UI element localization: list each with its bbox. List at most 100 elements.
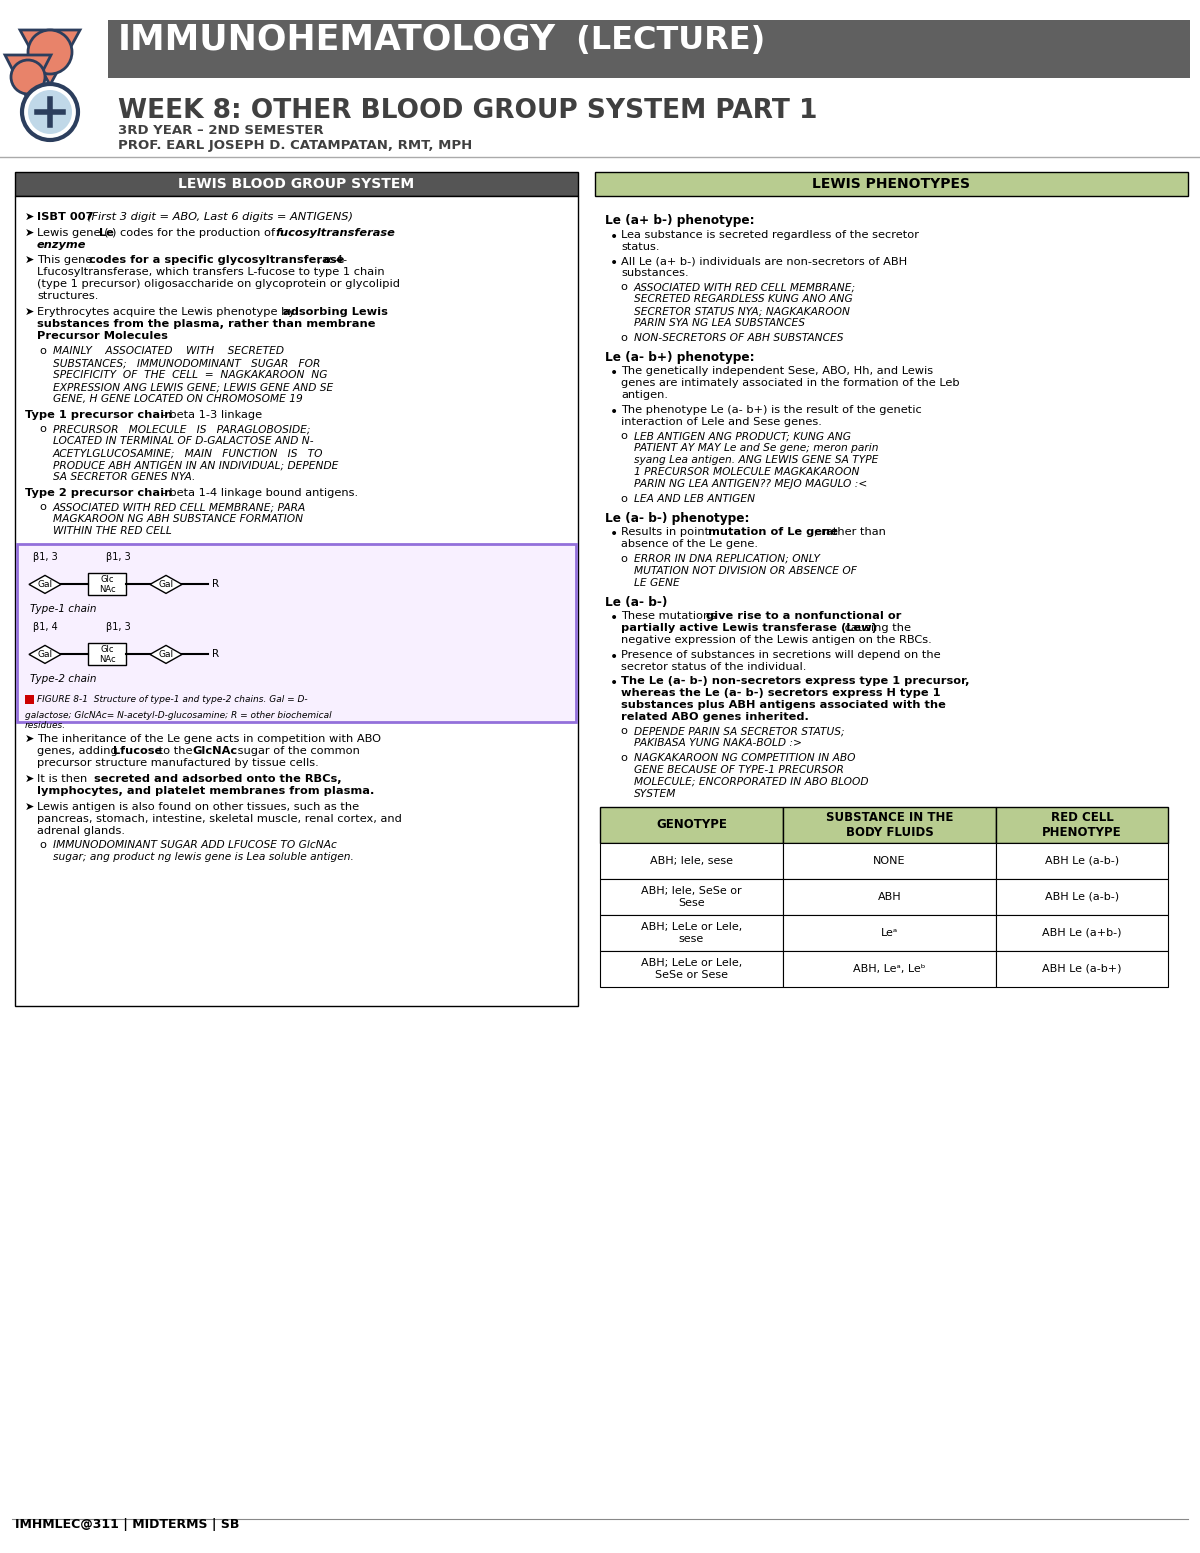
Text: Le (a+ b-) phenotype:: Le (a+ b-) phenotype: [605, 214, 755, 227]
Text: •: • [610, 367, 618, 380]
Text: GENE, H GENE LOCATED ON CHROMOSOME 19: GENE, H GENE LOCATED ON CHROMOSOME 19 [53, 394, 302, 404]
Text: codes for a specific glycosyltransferase: codes for a specific glycosyltransferase [89, 255, 344, 266]
Circle shape [28, 30, 72, 75]
Text: SECRETED REGARDLESS KUNG ANO ANG: SECRETED REGARDLESS KUNG ANO ANG [634, 295, 853, 304]
FancyBboxPatch shape [600, 915, 784, 950]
Text: Gal: Gal [158, 579, 174, 589]
Text: DEPENDE PARIN SA SECRETOR STATUS;: DEPENDE PARIN SA SECRETOR STATUS; [634, 727, 845, 736]
Text: ➤: ➤ [25, 228, 35, 238]
Polygon shape [150, 576, 182, 593]
Text: Lea substance is secreted regardless of the secretor: Lea substance is secreted regardless of … [622, 230, 919, 239]
Text: NON-SECRETORS OF ABH SUBSTANCES: NON-SECRETORS OF ABH SUBSTANCES [634, 332, 844, 343]
Text: GENOTYPE: GENOTYPE [656, 818, 727, 831]
Text: The inheritance of the Le gene acts in competition with ABO: The inheritance of the Le gene acts in c… [37, 735, 382, 744]
FancyBboxPatch shape [14, 172, 578, 196]
Text: causing the: causing the [841, 623, 911, 634]
Text: interaction of Lele and Sese genes.: interaction of Lele and Sese genes. [622, 416, 822, 427]
Text: adrenal glands.: adrenal glands. [37, 826, 125, 836]
FancyBboxPatch shape [784, 843, 996, 879]
Text: o: o [620, 727, 628, 736]
Text: SYSTEM: SYSTEM [634, 789, 677, 798]
Text: Lewis gene (: Lewis gene ( [37, 228, 109, 238]
Text: partially active Lewis transferase (Lew): partially active Lewis transferase (Lew) [622, 623, 877, 634]
Text: lymphocytes, and platelet membranes from plasma.: lymphocytes, and platelet membranes from… [37, 786, 374, 797]
Text: NONE: NONE [874, 856, 906, 867]
Text: Lewis antigen is also found on other tissues, such as the: Lewis antigen is also found on other tis… [37, 801, 359, 812]
Text: PAKIBASA YUNG NAKA-BOLD :>: PAKIBASA YUNG NAKA-BOLD :> [634, 738, 802, 749]
Text: MAGKAROON NG ABH SUBSTANCE FORMATION: MAGKAROON NG ABH SUBSTANCE FORMATION [53, 514, 304, 525]
Text: secretor status of the individual.: secretor status of the individual. [622, 662, 806, 671]
Text: It is then: It is then [37, 773, 91, 784]
Text: to the: to the [155, 747, 196, 756]
Text: ➤: ➤ [25, 735, 35, 744]
Text: Leᵃ: Leᵃ [881, 927, 898, 938]
Text: RED CELL
PHENOTYPE: RED CELL PHENOTYPE [1042, 811, 1122, 839]
Text: •: • [610, 256, 618, 270]
FancyBboxPatch shape [996, 950, 1168, 986]
Text: ABH, Leᵃ, Leᵇ: ABH, Leᵃ, Leᵇ [853, 964, 925, 974]
Text: EXPRESSION ANG LEWIS GENE; LEWIS GENE AND SE: EXPRESSION ANG LEWIS GENE; LEWIS GENE AN… [53, 382, 334, 393]
Text: The phenotype Le (a- b+) is the result of the genetic: The phenotype Le (a- b+) is the result o… [622, 405, 922, 415]
Text: All Le (a+ b-) individuals are non-secretors of ABH: All Le (a+ b-) individuals are non-secre… [622, 256, 907, 266]
Text: FIGURE 8-1  Structure of type-1 and type-2 chains. Gal = D-: FIGURE 8-1 Structure of type-1 and type-… [37, 694, 307, 704]
Text: substances.: substances. [622, 269, 689, 278]
FancyBboxPatch shape [600, 879, 784, 915]
Text: R: R [212, 579, 220, 590]
Text: •: • [610, 526, 618, 540]
Text: LEB ANTIGEN ANG PRODUCT; KUNG ANG: LEB ANTIGEN ANG PRODUCT; KUNG ANG [634, 432, 851, 441]
Text: ) codes for the production of: ) codes for the production of [112, 228, 278, 238]
Text: ASSOCIATED WITH RED CELL MEMBRANE;: ASSOCIATED WITH RED CELL MEMBRANE; [634, 283, 856, 292]
FancyBboxPatch shape [996, 915, 1168, 950]
Text: •: • [610, 612, 618, 626]
Text: The genetically independent Sese, ABO, Hh, and Lewis: The genetically independent Sese, ABO, H… [622, 367, 934, 376]
Text: MOLECULE; ENCORPORATED IN ABO BLOOD: MOLECULE; ENCORPORATED IN ABO BLOOD [634, 776, 869, 787]
Text: adsorbing Lewis: adsorbing Lewis [283, 307, 388, 317]
Text: absence of the Le gene.: absence of the Le gene. [622, 539, 758, 550]
Text: secreted and adsorbed onto the RBCs,: secreted and adsorbed onto the RBCs, [94, 773, 342, 784]
Text: syang Lea antigen. ANG LEWIS GENE SA TYPE: syang Lea antigen. ANG LEWIS GENE SA TYP… [634, 455, 878, 466]
FancyBboxPatch shape [17, 545, 576, 722]
Text: o: o [620, 494, 628, 503]
FancyBboxPatch shape [600, 808, 784, 843]
Text: PRECURSOR   MOLECULE   IS   PARAGLOBOSIDE;: PRECURSOR MOLECULE IS PARAGLOBOSIDE; [53, 424, 311, 435]
Text: substances plus ABH antigens associated with the: substances plus ABH antigens associated … [622, 700, 946, 710]
Circle shape [11, 61, 46, 95]
Text: LOCATED IN TERMINAL OF D-GALACTOSE AND N-: LOCATED IN TERMINAL OF D-GALACTOSE AND N… [53, 436, 313, 446]
Text: Type-2 chain: Type-2 chain [30, 674, 96, 685]
FancyBboxPatch shape [108, 20, 1190, 78]
Text: These mutations: These mutations [622, 612, 720, 621]
FancyBboxPatch shape [784, 950, 996, 986]
Text: negative expression of the Lewis antigen on the RBCs.: negative expression of the Lewis antigen… [622, 635, 931, 644]
Text: Gal: Gal [37, 579, 53, 589]
Text: Le (a- b+) phenotype:: Le (a- b+) phenotype: [605, 351, 755, 363]
Text: o: o [620, 283, 628, 292]
Text: residues.: residues. [25, 722, 66, 730]
Polygon shape [29, 646, 61, 663]
Text: IMHMLEC@311 | MIDTERMS | SB: IMHMLEC@311 | MIDTERMS | SB [14, 1517, 239, 1531]
Text: o: o [38, 424, 46, 435]
Text: R: R [212, 649, 220, 660]
Text: MUTATION NOT DIVISION OR ABSENCE OF: MUTATION NOT DIVISION OR ABSENCE OF [634, 565, 857, 576]
Text: ABH Le (a-b-): ABH Le (a-b-) [1045, 856, 1120, 867]
FancyBboxPatch shape [88, 573, 126, 595]
Text: Type-1 chain: Type-1 chain [30, 604, 96, 615]
FancyBboxPatch shape [600, 843, 784, 879]
Text: ABH; lele, SeSe or
Sese: ABH; lele, SeSe or Sese [641, 887, 742, 907]
Text: PROF. EARL JOSEPH D. CATAMPATAN, RMT, MPH: PROF. EARL JOSEPH D. CATAMPATAN, RMT, MP… [118, 140, 473, 152]
Text: SPECIFICITY  OF  THE  CELL  =  NAGKAKAROON  NG: SPECIFICITY OF THE CELL = NAGKAKAROON NG [53, 371, 328, 380]
FancyBboxPatch shape [784, 915, 996, 950]
Text: Glc
NAc: Glc NAc [98, 644, 115, 665]
Text: Glc
NAc: Glc NAc [98, 575, 115, 595]
Text: (LECTURE): (LECTURE) [565, 25, 766, 56]
Text: SUBSTANCES;   IMMUNODOMINANT   SUGAR   FOR: SUBSTANCES; IMMUNODOMINANT SUGAR FOR [53, 359, 320, 368]
Text: genes are intimately associated in the formation of the Leb: genes are intimately associated in the f… [622, 379, 960, 388]
Text: Lfucose: Lfucose [113, 747, 162, 756]
Polygon shape [25, 696, 34, 705]
FancyBboxPatch shape [600, 950, 784, 986]
Text: ERROR IN DNA REPLICATION; ONLY: ERROR IN DNA REPLICATION; ONLY [634, 553, 820, 564]
Text: Le (a- b-): Le (a- b-) [605, 596, 667, 609]
Text: o: o [620, 553, 628, 564]
Text: fucosyltransferase: fucosyltransferase [275, 228, 395, 238]
Text: ABH: ABH [877, 891, 901, 902]
Text: Results in point: Results in point [622, 526, 713, 537]
